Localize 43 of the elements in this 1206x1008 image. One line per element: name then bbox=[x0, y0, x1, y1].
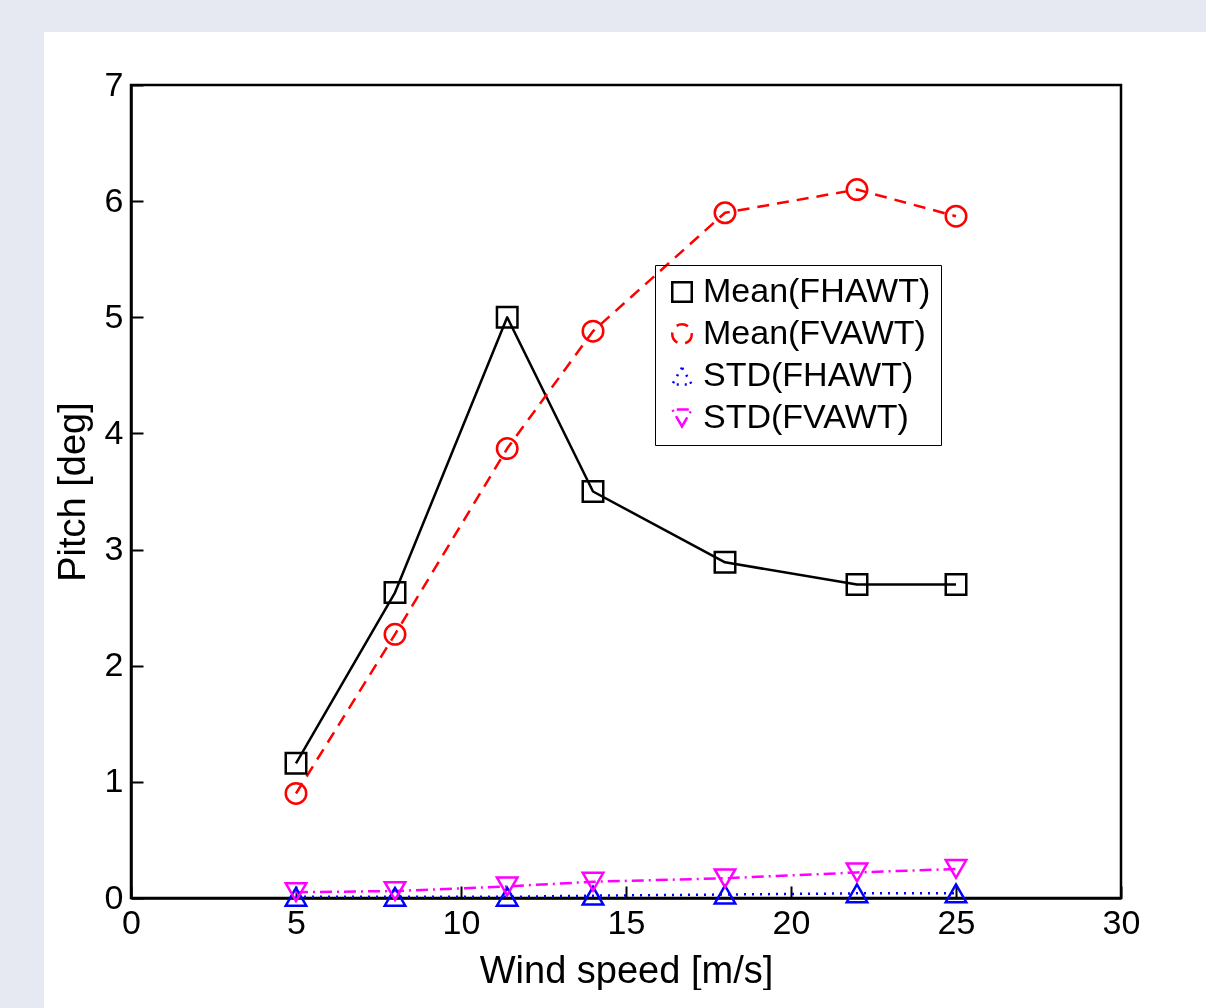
point bbox=[713, 868, 737, 889]
y-tick-label: 7 bbox=[104, 64, 124, 103]
point bbox=[581, 319, 605, 343]
x-tick-label: 25 bbox=[937, 902, 976, 941]
point bbox=[944, 204, 968, 228]
x-tick-label: 30 bbox=[1102, 902, 1141, 941]
x-tick-label: 5 bbox=[287, 902, 306, 941]
point bbox=[713, 884, 737, 905]
x-axis-title: Wind speed [m/s] bbox=[479, 948, 774, 991]
point bbox=[845, 862, 869, 883]
legend-label: STD(FHAWT) bbox=[703, 355, 914, 393]
point bbox=[944, 572, 968, 596]
legend-label: Mean(FVAWT) bbox=[703, 313, 926, 351]
point bbox=[944, 858, 968, 880]
y-tick-label: 1 bbox=[104, 761, 124, 800]
x-tick-label: 20 bbox=[772, 902, 811, 941]
point bbox=[713, 550, 737, 574]
y-tick-label: 2 bbox=[104, 645, 124, 684]
point bbox=[944, 883, 968, 904]
point bbox=[845, 178, 869, 202]
y-tick-label: 3 bbox=[104, 529, 124, 568]
legend-label: STD(FVAWT) bbox=[703, 397, 909, 435]
point bbox=[284, 751, 308, 775]
y-tick-label: 5 bbox=[104, 296, 124, 335]
point bbox=[845, 572, 869, 596]
y-tick-label: 6 bbox=[104, 180, 124, 219]
point bbox=[713, 201, 737, 225]
x-tick-label: 10 bbox=[442, 902, 481, 941]
x-tick-label: 15 bbox=[607, 902, 646, 941]
y-axis-title: Pitch [deg] bbox=[50, 402, 93, 582]
point bbox=[383, 581, 407, 605]
point bbox=[383, 622, 407, 646]
point bbox=[383, 880, 407, 902]
point bbox=[495, 305, 519, 329]
point bbox=[581, 871, 605, 892]
legend-label: Mean(FHAWT) bbox=[703, 271, 931, 309]
point bbox=[495, 876, 519, 897]
y-tick-label: 4 bbox=[104, 412, 124, 451]
point bbox=[581, 480, 605, 503]
point bbox=[845, 883, 869, 904]
point bbox=[495, 437, 519, 460]
point bbox=[284, 781, 308, 805]
y-tick-label: 0 bbox=[104, 877, 124, 916]
